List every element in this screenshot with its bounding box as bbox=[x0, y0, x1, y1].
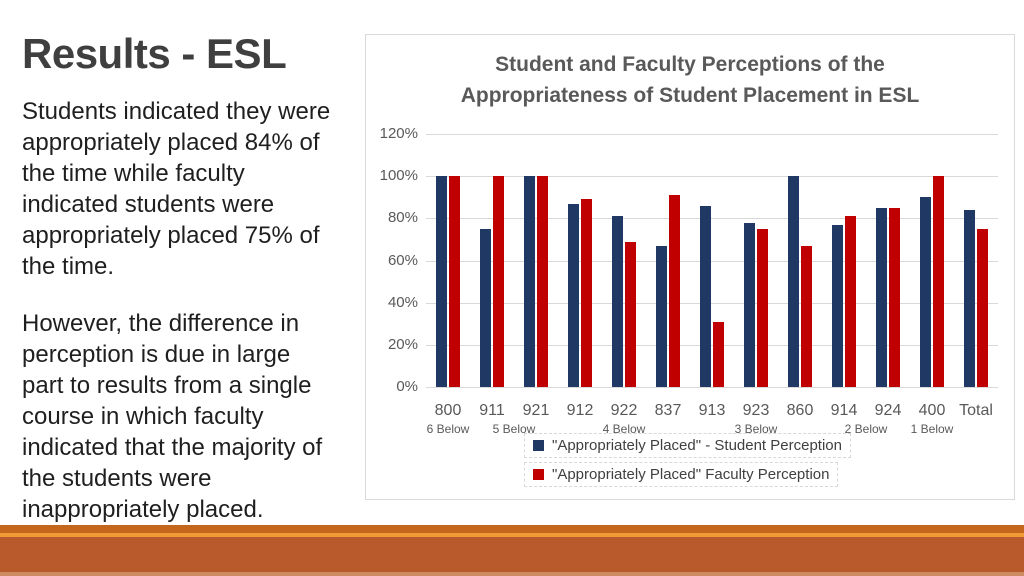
student-perception-bar bbox=[700, 205, 711, 387]
legend-swatch-icon bbox=[533, 440, 544, 451]
student-perception-bar bbox=[832, 224, 843, 387]
accent-stripe-bright bbox=[0, 533, 1024, 537]
chart-legend: "Appropriately Placed" - Student Percept… bbox=[524, 433, 851, 491]
faculty-perception-bar bbox=[801, 245, 812, 387]
x-axis-category-label: 911 bbox=[479, 402, 505, 419]
plot-area: 0% 20% 40% 60% 80% 100% 120% 800 911 921 912 922 837… bbox=[366, 35, 1014, 499]
student-perception-bar bbox=[524, 176, 535, 387]
gridline bbox=[426, 134, 998, 135]
faculty-perception-bar bbox=[933, 176, 944, 387]
gridline bbox=[426, 260, 998, 262]
faculty-perception-bar bbox=[581, 199, 592, 387]
level-group-label: 6 Below bbox=[426, 422, 470, 436]
y-axis-tick-label: 0% bbox=[396, 378, 418, 395]
x-axis-category-label: 923 bbox=[742, 402, 770, 419]
gridline bbox=[426, 302, 998, 304]
x-axis-category-label: 921 bbox=[522, 402, 550, 419]
x-axis-category-label: 400 bbox=[918, 402, 946, 419]
y-axis-tick-label: 20% bbox=[387, 335, 418, 353]
accent-stripe-dark bbox=[0, 525, 1024, 533]
student-perception-bar bbox=[480, 228, 491, 387]
level-group-label: 4 Below bbox=[602, 422, 646, 436]
student-perception-bar bbox=[568, 203, 579, 387]
accent-bar-bottom-edge bbox=[0, 572, 1024, 576]
bottom-accent-bar bbox=[0, 525, 1024, 576]
gridline bbox=[426, 218, 998, 220]
faculty-perception-bar bbox=[449, 176, 460, 387]
accent-bar-body bbox=[0, 537, 1024, 572]
gridline bbox=[426, 387, 998, 388]
legend-label: "Appropriately Placed" - Student Percept… bbox=[552, 437, 842, 454]
x-axis-category-label: 860 bbox=[786, 402, 814, 419]
body-paragraph-1: Students indicated they were appropriate… bbox=[22, 98, 331, 280]
legend-label: "Appropriately Placed" Faculty Perceptio… bbox=[552, 466, 830, 483]
x-axis-category-label: 837 bbox=[654, 402, 682, 419]
legend-item: "Appropriately Placed" - Student Percept… bbox=[524, 433, 851, 458]
x-axis-category-label: 922 bbox=[610, 402, 638, 419]
faculty-perception-bar bbox=[757, 228, 768, 387]
gridline bbox=[426, 344, 998, 346]
faculty-perception-bar bbox=[537, 176, 548, 387]
y-axis-tick-label: 60% bbox=[387, 251, 418, 269]
faculty-perception-bar bbox=[669, 195, 680, 387]
level-group-label: 2 Below bbox=[844, 422, 888, 436]
gridline bbox=[426, 176, 998, 178]
y-axis-tick-label: 80% bbox=[387, 209, 418, 227]
legend-item: "Appropriately Placed" Faculty Perceptio… bbox=[524, 462, 839, 487]
level-group-label: 3 Below bbox=[734, 422, 778, 436]
student-perception-bar bbox=[964, 209, 975, 387]
faculty-perception-bar bbox=[889, 207, 900, 387]
y-axis-tick-label: 40% bbox=[387, 293, 418, 311]
level-group-label: 5 Below bbox=[492, 422, 536, 436]
student-perception-bar bbox=[788, 176, 799, 387]
x-axis-category-label: 914 bbox=[830, 402, 858, 419]
faculty-perception-bar bbox=[713, 321, 724, 387]
student-perception-bar bbox=[612, 216, 623, 387]
student-perception-bar bbox=[744, 222, 755, 387]
y-axis-tick-label: 120% bbox=[379, 125, 418, 142]
x-axis-category-label: 913 bbox=[698, 402, 726, 419]
student-perception-bar bbox=[436, 176, 447, 387]
legend-swatch-icon bbox=[533, 469, 544, 480]
chart-panel: Student and Faculty Perceptions of the A… bbox=[365, 34, 1015, 500]
level-group-label: 1 Below bbox=[910, 422, 954, 436]
x-axis-category-label: 800 bbox=[434, 402, 462, 419]
student-perception-bar bbox=[656, 245, 667, 387]
student-perception-bar bbox=[876, 207, 887, 387]
y-axis-tick-label: 100% bbox=[379, 167, 418, 185]
faculty-perception-bar bbox=[977, 228, 988, 387]
faculty-perception-bar bbox=[493, 176, 504, 387]
student-perception-bar bbox=[920, 197, 931, 387]
x-axis-category-label: 912 bbox=[566, 402, 594, 419]
faculty-perception-bar bbox=[845, 216, 856, 387]
body-text-block: Students indicated they were appropriate… bbox=[22, 96, 370, 525]
x-axis-category-label: Total bbox=[959, 402, 993, 419]
x-axis-category-label: 924 bbox=[874, 402, 902, 419]
slide-title: Results - ESL bbox=[22, 30, 287, 77]
body-paragraph-2: However, the difference in perception is… bbox=[22, 310, 323, 523]
faculty-perception-bar bbox=[625, 241, 636, 387]
chart-title: Student and Faculty Perceptions of the A… bbox=[460, 53, 920, 107]
